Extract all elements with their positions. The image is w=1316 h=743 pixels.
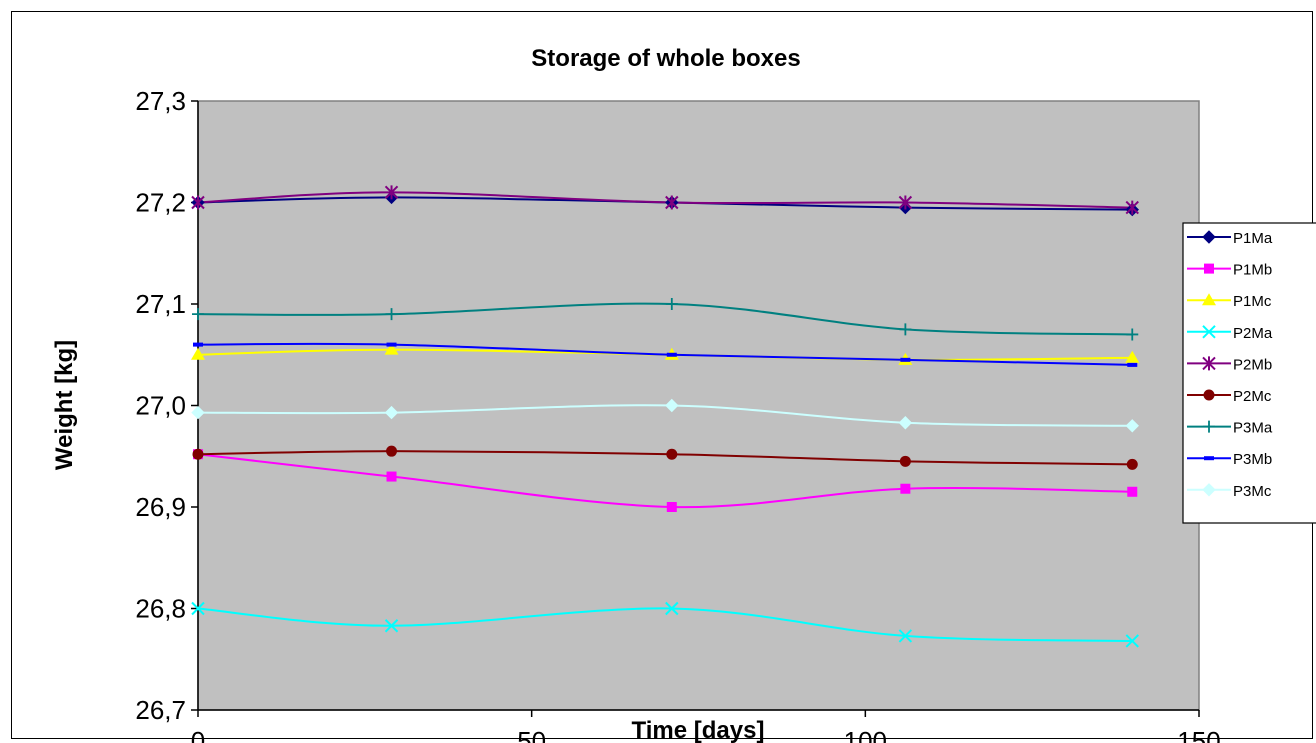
y-tick-label: 27,2 [135,188,186,218]
data-point-p2mc [1126,458,1138,470]
data-point-p2ma [1125,634,1139,648]
chart-title: Storage of whole boxes [531,45,800,72]
legend-item-p2ma: P2Ma [1187,325,1273,342]
y-tick-label: 27,0 [135,391,186,421]
data-point-p2mc [666,448,678,460]
y-tick-label: 26,8 [135,594,186,624]
data-point-p1mc [1125,350,1140,363]
data-point-p1mc [384,342,399,355]
data-point-p2mb [1125,200,1139,215]
legend-label: P2Mc [1233,388,1272,405]
data-point-p2mc [386,445,398,457]
data-point-p1mb [386,471,397,482]
legend-marker [1203,389,1215,401]
data-point-p1mc [191,347,205,360]
y-tick-label: 26,9 [135,492,186,522]
legend-label: P1Mb [1233,262,1272,279]
legend-item-p1ma: P1Ma [1187,230,1273,247]
data-point-p3mb [386,342,397,347]
legend-marker [1202,356,1216,371]
data-point-p3mb [1127,362,1138,367]
legend: P1Ma P1Mb P1Mc P2Ma P2Mb P2Mc P3Ma P3Mb P3Mc [1182,222,1316,524]
y-tick-label: 27,1 [135,289,186,319]
data-point-p3mb [900,357,911,362]
data-point-p3mb [193,342,203,347]
data-point-p2ma [665,601,679,616]
legend-marker [1202,325,1216,339]
legend-item-p2mb: P2Mb [1187,356,1272,373]
y-tick-label: 27,3 [135,86,186,116]
data-point-p1mb [900,483,911,494]
data-point-p3ma [665,298,678,310]
legend-label: P1Ma [1233,230,1273,247]
data-point-p3mc [1125,419,1139,433]
legend-marker [1203,420,1215,433]
legend-marker [1204,456,1214,461]
y-axis-title: Weight [kg] [51,340,78,470]
legend-label: P3Mb [1233,451,1272,468]
data-point-p2mc [192,448,204,460]
legend-item-p1mc: P1Mc [1187,293,1272,310]
legend-item-p2mc: P2Mc [1187,388,1272,405]
legend-marker [1204,263,1214,274]
data-point-p3ma [192,308,204,321]
data-point-p3ma [1126,328,1139,341]
legend-item-p3mc: P3Mc [1187,483,1272,500]
data-point-p3ma [899,323,912,336]
y-axis: 26,7 26,8 26,9 27,0 27,1 27,2 27,3 [135,86,198,725]
data-point-p3mc [384,405,399,420]
x-axis: 0 50 100 150 [191,710,1221,743]
legend-item-p3ma: P3Ma [1187,420,1273,437]
legend-item-p1mb: P1Mb [1187,262,1272,279]
legend-marker [1202,230,1216,244]
x-tick-label: 0 [191,726,205,743]
legend-label: P3Ma [1233,420,1273,437]
data-point-p1mb [1127,486,1138,497]
data-point-p2mb [384,185,399,200]
data-point-p2mb [191,195,205,210]
x-axis-title: Time [days] [632,717,765,743]
legend-label: P3Mc [1233,483,1272,500]
legend-item-p3mb: P3Mb [1187,451,1272,468]
data-point-p3mc [898,416,913,430]
data-point-p2mb [665,195,679,210]
series-markers [191,185,1140,648]
data-point-p3mc [191,405,205,420]
data-point-p2ma [191,601,205,616]
x-tick-label: 50 [517,726,546,743]
data-point-p2mc [899,455,911,467]
legend-marker [1202,293,1216,306]
legend-marker [1202,483,1216,497]
x-tick-label: 100 [844,726,887,743]
legend-label: P2Ma [1233,325,1273,342]
data-point-p2ma [898,629,913,643]
legend-label: P1Mc [1233,293,1272,310]
data-point-p2ma [384,619,399,633]
y-tick-label: 26,7 [135,695,186,725]
data-point-p1mb [666,502,677,512]
data-point-p3mb [666,352,677,357]
data-point-p3ma [385,308,398,321]
x-tick-label: 150 [1177,726,1220,743]
legend-label: P2Mb [1233,356,1272,373]
data-point-p3mc [665,398,679,413]
data-point-p2mb [898,195,913,210]
